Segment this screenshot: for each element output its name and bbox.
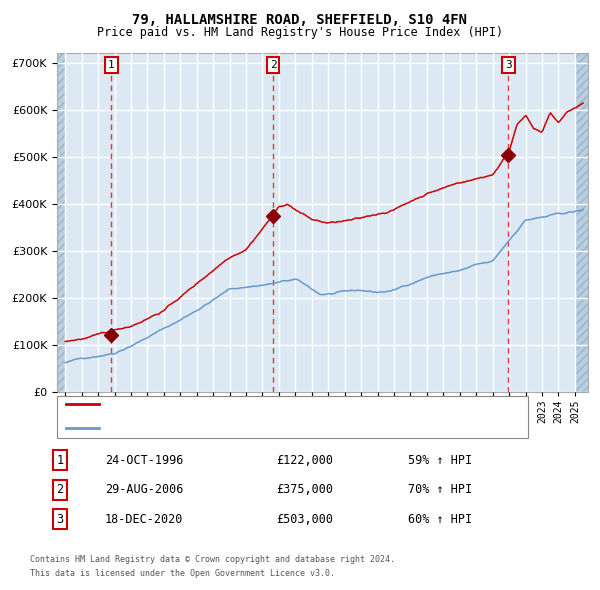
Text: This data is licensed under the Open Government Licence v3.0.: This data is licensed under the Open Gov…: [30, 569, 335, 578]
Bar: [575, 53, 588, 392]
Text: £122,000: £122,000: [276, 454, 333, 467]
Text: Price paid vs. HM Land Registry's House Price Index (HPI): Price paid vs. HM Land Registry's House …: [97, 26, 503, 39]
Text: 79, HALLAMSHIRE ROAD, SHEFFIELD, S10 4FN (detached house): 79, HALLAMSHIRE ROAD, SHEFFIELD, S10 4FN…: [105, 399, 461, 409]
Text: 2: 2: [270, 60, 277, 70]
Bar: [57, 53, 65, 392]
Text: 70% ↑ HPI: 70% ↑ HPI: [408, 483, 472, 496]
Text: 1: 1: [56, 454, 64, 467]
Text: 3: 3: [56, 513, 64, 526]
Text: 59% ↑ HPI: 59% ↑ HPI: [408, 454, 472, 467]
Text: 3: 3: [505, 60, 512, 70]
Text: 1: 1: [108, 60, 115, 70]
Text: 18-DEC-2020: 18-DEC-2020: [105, 513, 184, 526]
Text: HPI: Average price, detached house, Sheffield: HPI: Average price, detached house, Shef…: [105, 424, 386, 433]
Text: 60% ↑ HPI: 60% ↑ HPI: [408, 513, 472, 526]
Text: 24-OCT-1996: 24-OCT-1996: [105, 454, 184, 467]
Text: Contains HM Land Registry data © Crown copyright and database right 2024.: Contains HM Land Registry data © Crown c…: [30, 555, 395, 564]
Text: £375,000: £375,000: [276, 483, 333, 496]
Text: 29-AUG-2006: 29-AUG-2006: [105, 483, 184, 496]
Text: 2: 2: [56, 483, 64, 496]
Text: £503,000: £503,000: [276, 513, 333, 526]
Text: 79, HALLAMSHIRE ROAD, SHEFFIELD, S10 4FN: 79, HALLAMSHIRE ROAD, SHEFFIELD, S10 4FN: [133, 13, 467, 27]
